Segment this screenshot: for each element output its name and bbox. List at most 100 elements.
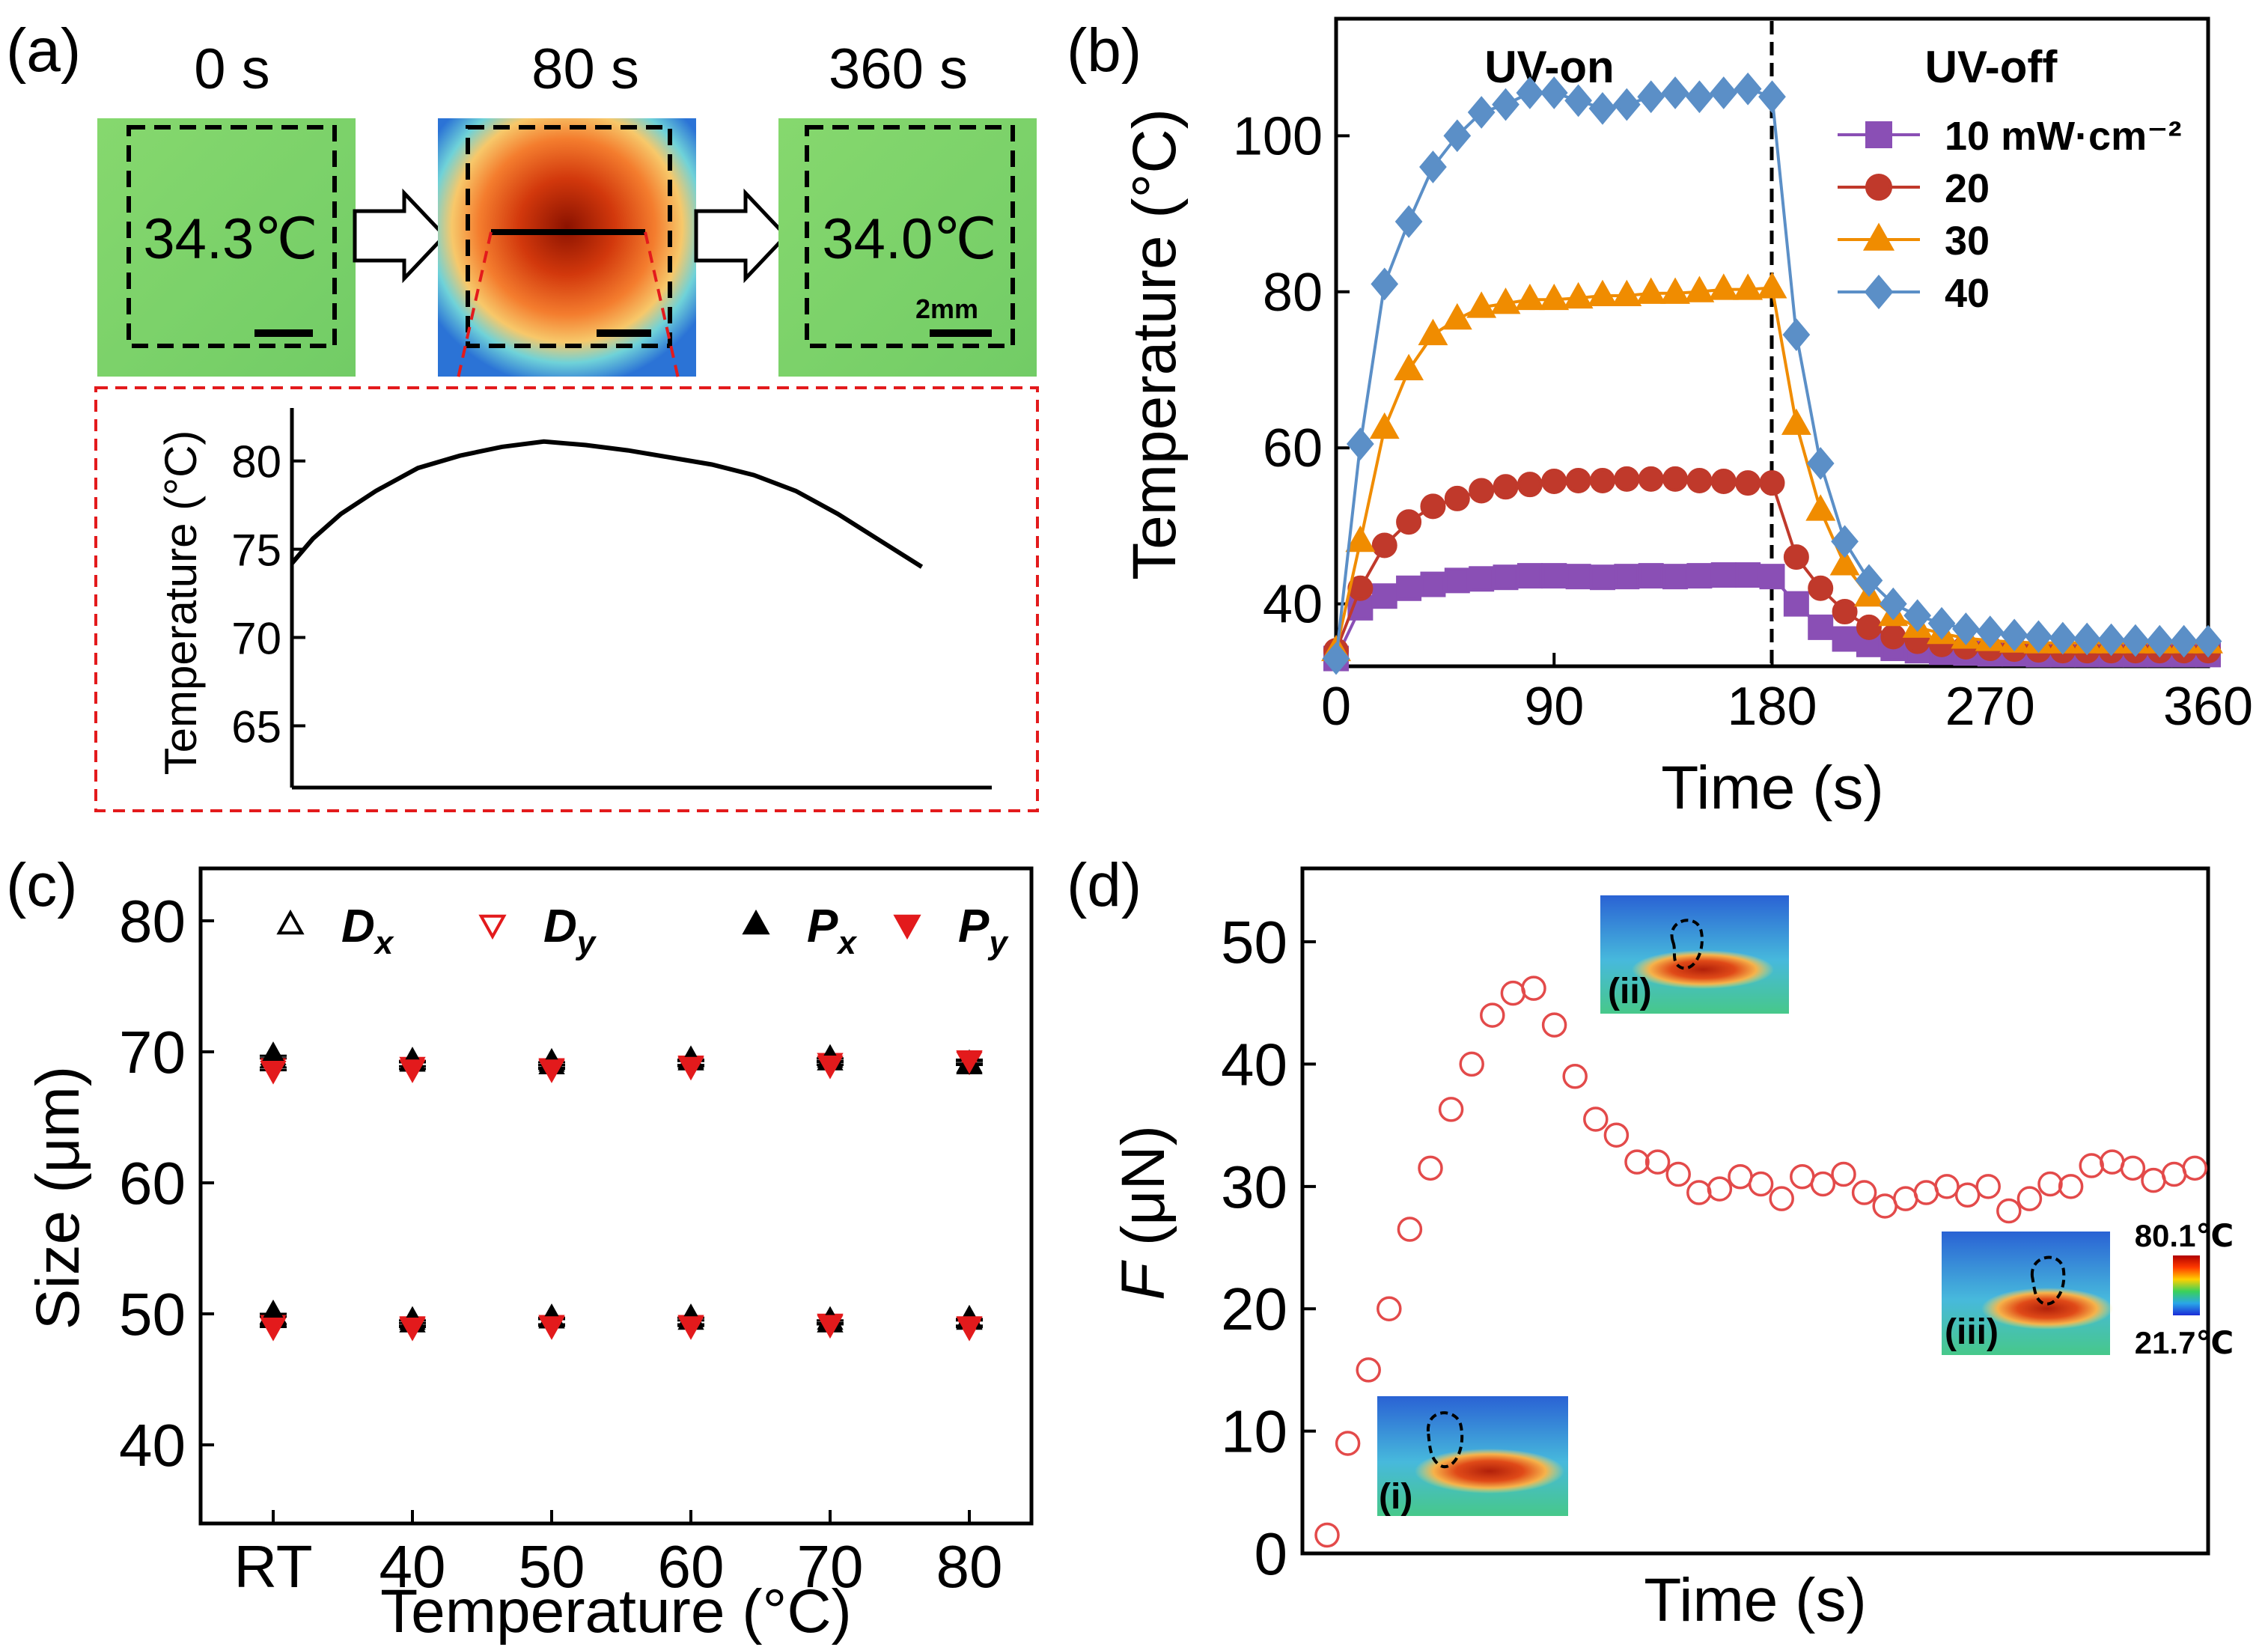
y-tick-label-c: 40 — [119, 1412, 186, 1479]
data-point-40 — [1879, 587, 1907, 621]
data-point-20 — [1662, 466, 1689, 492]
legend-c: Dx Dy Px Py — [276, 901, 1009, 961]
point-Py — [817, 1315, 844, 1339]
force-point — [1644, 1149, 1671, 1175]
data-point-10 — [1662, 564, 1689, 590]
x-tick-label-b: 180 — [1727, 677, 1817, 737]
profile-chart-frame — [94, 386, 1039, 812]
data-point-10 — [1420, 571, 1446, 597]
data-point-30 — [1563, 281, 1594, 309]
force-point — [2037, 1171, 2063, 1197]
force-point — [2058, 1174, 2084, 1199]
axis-ticks-d: 0 10 20 30 40 50 — [1221, 909, 1316, 1587]
data-point-30 — [1394, 353, 1424, 380]
force-point — [1500, 980, 1526, 1006]
point-Py — [260, 1061, 287, 1085]
data-point-40 — [2025, 620, 2052, 654]
data-point-20 — [1735, 470, 1761, 496]
data-point-20 — [1420, 493, 1446, 520]
data-point-40 — [1322, 642, 1350, 675]
roi-box-360s — [805, 125, 1015, 348]
data-point-30 — [1418, 318, 1448, 346]
force-point — [1624, 1149, 1650, 1175]
data-point-40 — [1686, 80, 1713, 114]
data-point-30 — [1708, 273, 1739, 300]
data-point-10 — [1371, 583, 1397, 609]
data-point-30 — [1345, 525, 1376, 552]
point-Py — [538, 1316, 565, 1340]
point-Py — [677, 1056, 704, 1081]
force-point — [1934, 1174, 1960, 1199]
y-tick-label-d: 40 — [1221, 1031, 1287, 1098]
arrow-right-icon — [353, 188, 448, 284]
legend-marker-c — [742, 909, 770, 935]
profile-y-axis-label: Temperature (°C) — [156, 430, 206, 776]
data-point-30 — [1539, 283, 1570, 311]
force-point — [1521, 975, 1546, 1001]
profile-y-tick-label: 65 — [231, 701, 281, 752]
thermal-image-80s — [438, 118, 696, 377]
legend-b: 10 mW·cm⁻² 20 30 40 — [1838, 114, 2182, 316]
data-point-40 — [2121, 624, 2150, 657]
legend-marker — [1862, 222, 1895, 251]
force-point — [1707, 1176, 1733, 1202]
data-point-40 — [1661, 76, 1689, 109]
x-tick-label-c: 60 — [658, 1533, 725, 1600]
points-c — [260, 1041, 983, 1342]
force-point — [2120, 1155, 2146, 1181]
data-point-30 — [1514, 283, 1545, 311]
panel-c-label: (c) — [6, 851, 78, 919]
data-point-10 — [1783, 591, 1809, 617]
data-point-40 — [2000, 618, 2028, 652]
data-point-20 — [1469, 478, 1495, 504]
roi-box-80s — [466, 125, 672, 348]
y-tick-label-d: 0 — [1255, 1520, 1288, 1587]
data-point-40 — [2073, 622, 2101, 656]
y-tick-label-d: 10 — [1221, 1398, 1287, 1465]
data-point-40 — [1516, 76, 1544, 109]
data-point-20 — [1808, 575, 1834, 601]
uv-off-label: UV-off — [1925, 42, 2058, 92]
data-point-10 — [1396, 575, 1422, 601]
series-b — [1321, 72, 2223, 675]
legend-label: 40 — [1945, 271, 1990, 316]
data-point-40 — [2145, 624, 2174, 658]
legend-marker — [1864, 274, 1894, 310]
force-point — [1397, 1217, 1423, 1242]
data-point-10 — [1710, 562, 1737, 588]
data-point-30 — [1733, 273, 1764, 300]
force-point — [2161, 1161, 2187, 1187]
legend-label: 20 — [1945, 166, 1990, 211]
force-point — [1541, 1012, 1567, 1038]
force-point — [1996, 1198, 2022, 1224]
point-Py — [677, 1316, 704, 1340]
data-point-20 — [1710, 469, 1737, 495]
legend-label: 10 mW·cm⁻² — [1945, 114, 2182, 159]
force-point — [1438, 1097, 1464, 1122]
force-point — [1418, 1155, 1443, 1181]
data-point-40 — [1419, 150, 1447, 183]
data-point-30 — [1781, 408, 1811, 435]
data-point-40 — [1394, 205, 1423, 238]
data-point-40 — [1952, 612, 1980, 645]
y-tick-label-b: 60 — [1263, 418, 1323, 478]
force-point — [1356, 1357, 1381, 1383]
profile-y-tick-label: 70 — [231, 614, 281, 664]
force-point — [1335, 1431, 1361, 1456]
scale-bar-label: 2mm — [915, 293, 978, 324]
data-point-20 — [1589, 467, 1615, 493]
data-point-40 — [2097, 623, 2125, 657]
data-point-10 — [1808, 614, 1834, 640]
force-point — [1913, 1180, 1939, 1205]
data-point-30 — [1757, 272, 1787, 299]
data-point-40 — [1831, 525, 1859, 558]
profile-temperature-line — [290, 439, 924, 569]
data-point-40 — [1467, 96, 1496, 129]
data-point-30 — [1684, 275, 1715, 302]
force-points — [1314, 975, 2207, 1548]
data-point-30 — [1490, 287, 1521, 314]
data-point-30 — [1636, 277, 1666, 304]
profile-y-tick-label: 80 — [231, 437, 281, 487]
data-point-20 — [1541, 469, 1567, 495]
point-Py — [956, 1316, 983, 1340]
